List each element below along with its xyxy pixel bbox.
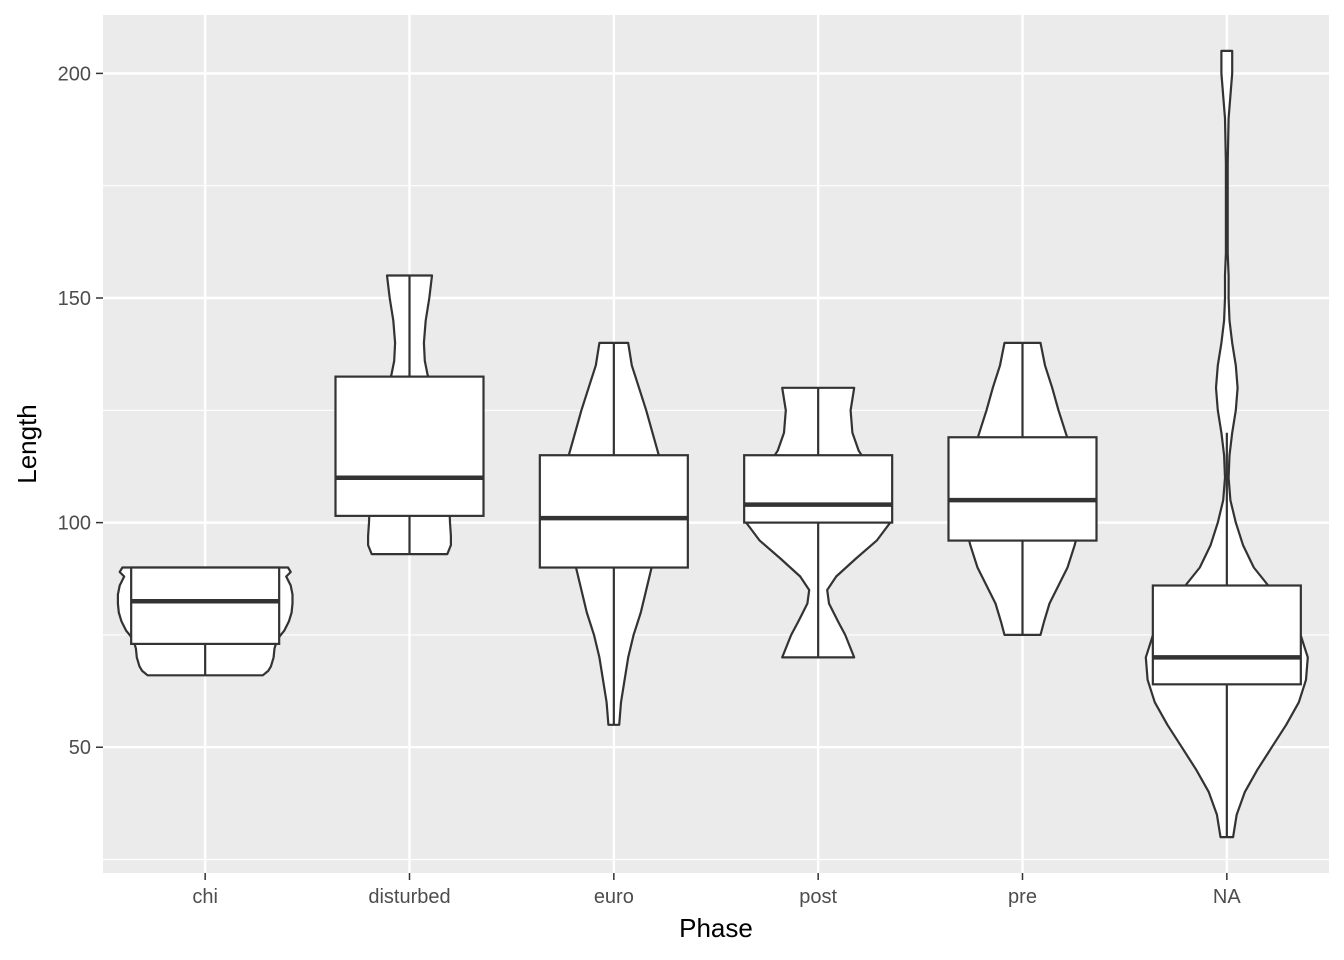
y-axis: 50 100 150 200 [58, 63, 103, 759]
plot-marks [116, 49, 1309, 839]
box [947, 436, 1098, 542]
x-tick-label: post [799, 886, 837, 908]
x-tick-label: euro [594, 886, 634, 908]
grid-minor [103, 185, 1329, 861]
group-chi [116, 566, 294, 677]
x-tick-label: chi [192, 886, 218, 908]
y-tick-label: 50 [69, 737, 91, 759]
y-tick-label: 100 [58, 513, 91, 535]
y-tick-label: 200 [58, 63, 91, 85]
y-axis-title: Length [12, 404, 42, 484]
box [1151, 584, 1302, 686]
plot-panel [103, 15, 1329, 873]
x-tick-label: disturbed [368, 886, 450, 908]
box [334, 375, 485, 517]
x-tick-label: NA [1213, 886, 1241, 908]
box [743, 454, 894, 524]
y-tick-label: 150 [58, 288, 91, 310]
group-post [743, 386, 894, 659]
box [130, 566, 281, 646]
group-disturbed [334, 274, 485, 556]
x-tick-label: pre [1008, 886, 1037, 908]
group-NA [1144, 49, 1309, 839]
group-euro [538, 341, 689, 726]
x-axis-title: Phase [679, 913, 753, 943]
box [538, 454, 689, 569]
group-pre [947, 341, 1098, 636]
x-axis: chi disturbed euro post pre NA [192, 873, 1241, 908]
